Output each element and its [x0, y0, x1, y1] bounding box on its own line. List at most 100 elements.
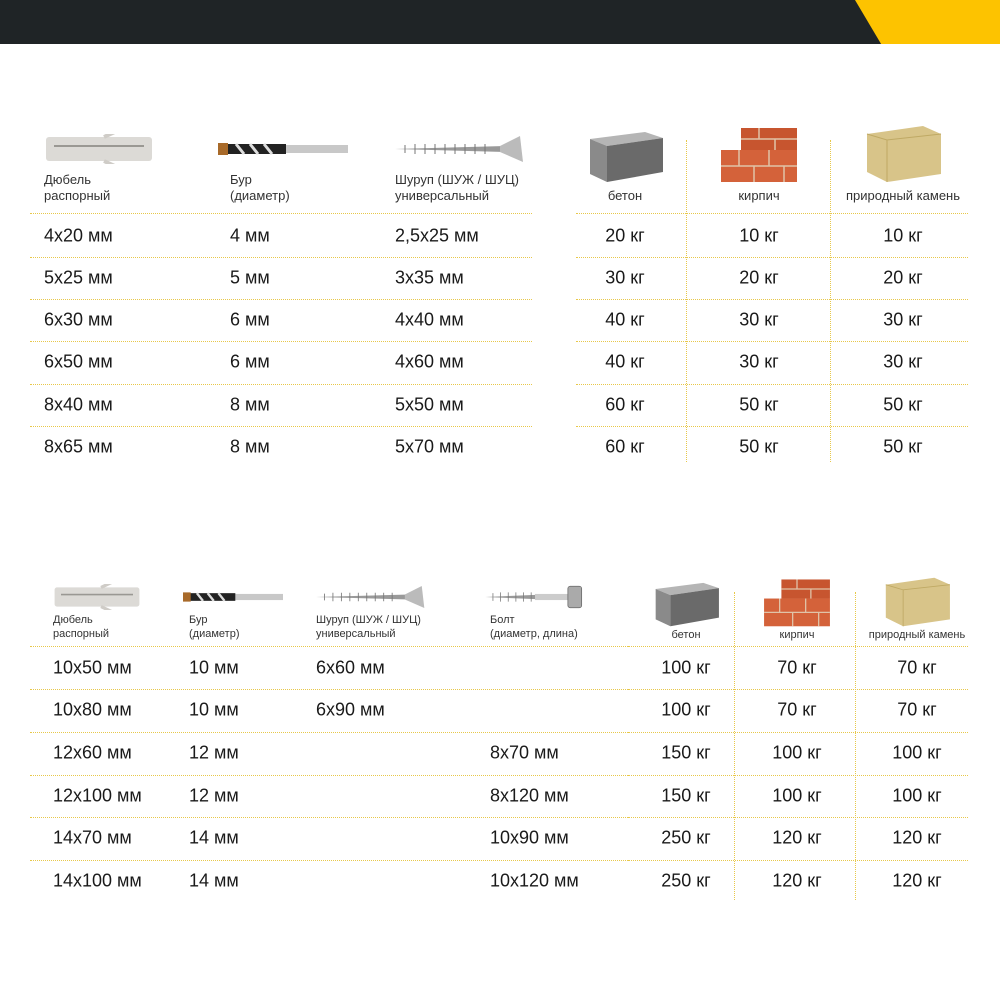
- divider: [576, 383, 968, 385]
- table-cell: 10 мм: [189, 657, 239, 678]
- header-line: Шуруп (ШУЖ / ШУЦ): [395, 172, 519, 187]
- table-cell: 30 кг: [883, 351, 923, 372]
- table-cell: 120 кг: [772, 870, 822, 891]
- table-cell: 8 мм: [230, 394, 270, 415]
- stone-icon: [863, 124, 943, 189]
- table-cell: 20 кг: [883, 267, 923, 288]
- table-cell: 12 мм: [189, 742, 239, 763]
- material-header: кирпич: [738, 188, 780, 203]
- concrete-block-icon: [585, 124, 665, 189]
- table-cell: 14x100 мм: [53, 870, 142, 891]
- divider: [830, 140, 831, 462]
- divider: [628, 731, 968, 733]
- table-cell: 60 кг: [605, 436, 645, 457]
- header-line: распорный: [44, 188, 111, 203]
- column-header: Бур (диаметр): [230, 172, 290, 204]
- drill-bit-icon: [183, 584, 283, 615]
- table-cell: 100 кг: [772, 742, 822, 763]
- table-cell: 4x20 мм: [44, 225, 113, 246]
- divider: [576, 341, 968, 342]
- table-cell: 12x60 мм: [53, 742, 132, 763]
- table-cell: 3x35 мм: [395, 267, 464, 288]
- table-cell: 14 мм: [189, 870, 239, 891]
- header-line: универсальный: [316, 628, 396, 640]
- divider: [30, 731, 650, 733]
- divider: [30, 213, 532, 214]
- column-header: Дюбель распорный: [44, 172, 110, 204]
- header-line: Шуруп (ШУЖ / ШУЦ): [316, 614, 421, 626]
- table-cell: 8x65 мм: [44, 436, 113, 457]
- column-header: Шуруп (ШУЖ / ШУЦ) универсальный: [316, 613, 421, 641]
- table-cell: 40 кг: [605, 351, 645, 372]
- header-line: Дюбель: [44, 172, 92, 187]
- table-cell: 6x50 мм: [44, 351, 113, 372]
- table-cell: 6 мм: [230, 351, 270, 372]
- column-header: Дюбель распорный: [53, 613, 109, 641]
- divider: [30, 341, 532, 342]
- table-cell: 250 кг: [661, 827, 711, 848]
- table-cell: 8 мм: [230, 436, 270, 457]
- bolt-icon: [480, 584, 590, 615]
- brick-icon: [719, 124, 799, 189]
- table-cell: 6x30 мм: [44, 309, 113, 330]
- table-cell: 100 кг: [892, 742, 942, 763]
- header-line: Болт: [490, 614, 515, 626]
- table-cell: 10x90 мм: [490, 827, 569, 848]
- table-cell: 100 кг: [772, 785, 822, 806]
- table-cell: 30 кг: [605, 267, 645, 288]
- table-cell: 120 кг: [892, 827, 942, 848]
- table-cell: 70 кг: [897, 657, 937, 678]
- divider: [30, 646, 650, 647]
- divider: [628, 689, 968, 690]
- table-cell: 120 кг: [892, 870, 942, 891]
- table-cell: 50 кг: [883, 436, 923, 457]
- header-line: Бур: [189, 614, 208, 626]
- table-cell: 20 кг: [605, 225, 645, 246]
- material-header: природный камень: [845, 188, 961, 203]
- table-cell: 10x50 мм: [53, 657, 132, 678]
- divider: [628, 774, 968, 776]
- table-cell: 5 мм: [230, 267, 270, 288]
- table-cell: 100 кг: [661, 657, 711, 678]
- header-bar: [0, 0, 1000, 44]
- header-line: (диаметр): [230, 188, 290, 203]
- table-cell: 10x80 мм: [53, 699, 132, 720]
- concrete-block-icon: [651, 576, 721, 633]
- header-line: распорный: [53, 628, 110, 640]
- divider: [30, 383, 532, 385]
- divider: [30, 774, 650, 776]
- table-cell: 14 мм: [189, 827, 239, 848]
- header-line: (диаметр, длина): [490, 628, 578, 640]
- material-header: бетон: [671, 629, 701, 641]
- divider: [686, 140, 687, 462]
- table-cell: 10x120 мм: [490, 870, 579, 891]
- stone-icon: [882, 576, 952, 633]
- screw-icon: [395, 134, 525, 169]
- table-cell: 30 кг: [739, 351, 779, 372]
- divider: [576, 299, 968, 300]
- table-cell: 8x120 мм: [490, 785, 569, 806]
- table-cell: 70 кг: [777, 699, 817, 720]
- divider: [576, 213, 968, 214]
- divider: [30, 859, 650, 861]
- table-cell: 10 мм: [189, 699, 239, 720]
- header-line: универсальный: [395, 188, 490, 203]
- table-cell: 12x100 мм: [53, 785, 142, 806]
- divider: [30, 299, 532, 300]
- table-cell: 50 кг: [739, 436, 779, 457]
- material-header: кирпич: [779, 629, 815, 641]
- material-header: бетон: [607, 188, 643, 203]
- table-cell: 100 кг: [661, 699, 711, 720]
- divider: [30, 426, 532, 427]
- header-accent: [855, 0, 1000, 44]
- table-cell: 4x40 мм: [395, 309, 464, 330]
- dowel-icon: [53, 580, 141, 615]
- table-cell: 120 кг: [772, 827, 822, 848]
- table-cell: 6 мм: [230, 309, 270, 330]
- screw-icon: [316, 584, 426, 615]
- table-cell: 8x40 мм: [44, 394, 113, 415]
- table-cell: 14x70 мм: [53, 827, 132, 848]
- divider: [855, 592, 856, 900]
- divider: [734, 592, 735, 900]
- table-cell: 2,5x25 мм: [395, 225, 479, 246]
